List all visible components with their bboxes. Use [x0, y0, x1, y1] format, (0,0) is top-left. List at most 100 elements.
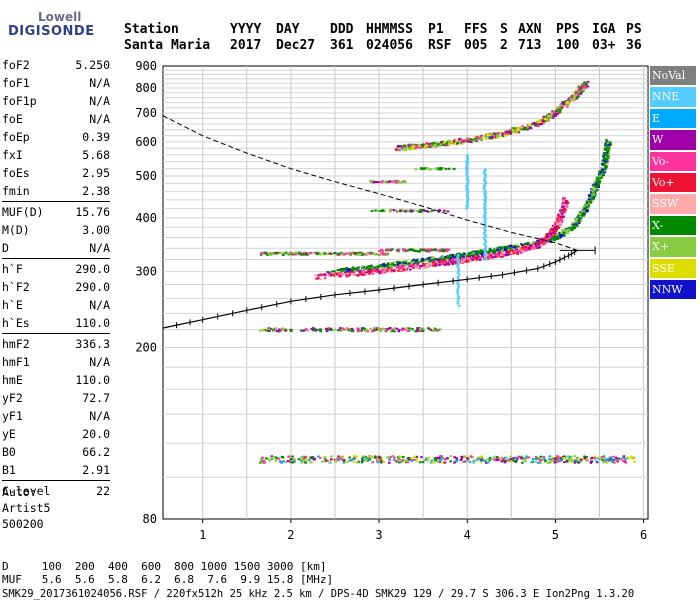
echo-point — [444, 144, 447, 147]
echo-point — [413, 147, 417, 150]
echo-point — [373, 253, 377, 256]
echo-point — [451, 255, 455, 258]
echo-point — [449, 460, 452, 463]
echo-point — [410, 262, 414, 265]
noise-point — [482, 216, 486, 219]
echo-point — [591, 197, 594, 200]
echo-point — [496, 246, 500, 249]
echo-point — [395, 327, 399, 330]
echo-point — [560, 216, 563, 219]
echo-point — [362, 274, 365, 276]
param-name: M(D) — [2, 223, 30, 237]
echo-point — [573, 227, 577, 230]
echo-point — [472, 250, 475, 253]
echo-point — [407, 210, 410, 213]
echo-point — [573, 461, 577, 464]
echo-point — [357, 266, 360, 269]
legend-item-vo: Vo+ — [650, 172, 696, 193]
noise-point — [457, 260, 460, 263]
echo-point — [521, 457, 525, 460]
echo-point — [344, 461, 348, 464]
echo-point — [410, 210, 413, 213]
echo-point — [421, 145, 424, 148]
echo-point — [560, 209, 564, 212]
echo-point — [614, 456, 618, 459]
echo-point — [524, 460, 527, 463]
echo-point — [488, 247, 492, 250]
echo-point — [555, 109, 559, 112]
echo-point — [490, 254, 493, 257]
echo-point — [402, 264, 406, 267]
echo-point — [577, 93, 580, 96]
echo-point — [542, 238, 546, 241]
noise-point — [466, 167, 469, 169]
header-label: YYYY — [230, 22, 262, 37]
echo-point — [438, 328, 442, 331]
echo-point — [478, 458, 482, 461]
echo-point — [365, 456, 368, 459]
header-label: S — [500, 22, 508, 37]
echo-point — [556, 223, 559, 226]
echo-point — [289, 458, 293, 461]
echo-point — [398, 455, 401, 458]
echo-point — [275, 330, 279, 333]
echo-point — [582, 84, 586, 87]
parameter-list: foF2 5.250 foF1 N/A foF1p N/A foE N/A foEp 0.39 fx… — [2, 56, 110, 500]
echo-point — [424, 459, 428, 461]
noise-point — [483, 214, 487, 217]
noise-point — [484, 180, 487, 183]
echo-point — [556, 219, 560, 222]
echo-point — [490, 249, 494, 252]
param-name: B0 — [2, 445, 16, 459]
echo-point — [418, 250, 421, 253]
param-name: MUF(D) — [2, 205, 44, 219]
echo-point — [350, 459, 353, 461]
echo-point — [525, 455, 528, 458]
echo-point — [287, 252, 290, 255]
echo-point — [546, 239, 549, 242]
echo-point — [333, 270, 336, 273]
echo-point — [439, 455, 443, 458]
echo-point — [341, 274, 345, 277]
noise-point — [456, 266, 460, 269]
param-name: yF2 — [2, 391, 23, 405]
echo-point — [416, 250, 420, 253]
echo-point — [434, 264, 438, 267]
echo-point — [261, 456, 264, 459]
echo-point — [366, 330, 370, 333]
echo-point — [586, 80, 590, 83]
echo-point — [429, 329, 433, 332]
echo-point — [574, 94, 578, 97]
echo-point — [401, 181, 405, 184]
noise-point — [482, 206, 486, 209]
echo-point — [465, 259, 469, 262]
echo-point — [391, 330, 395, 333]
echo-point — [536, 457, 540, 460]
echo-point — [520, 455, 524, 458]
echo-point — [352, 455, 356, 458]
echo-point — [289, 252, 293, 255]
echo-point — [560, 214, 563, 217]
echo-point — [558, 109, 562, 112]
header-value: 005 — [464, 38, 488, 53]
echo-point — [508, 246, 511, 249]
echo-point — [443, 140, 447, 143]
echo-point — [577, 221, 581, 224]
header-value: 024056 — [366, 38, 413, 53]
echo-point — [488, 136, 492, 139]
echo-point — [451, 253, 454, 256]
echo-point — [442, 209, 446, 212]
echo-point — [601, 456, 604, 459]
echo-point — [486, 133, 490, 136]
echo-point — [469, 138, 473, 141]
echo-point — [579, 87, 583, 90]
echo-point — [539, 119, 542, 121]
noise-point — [456, 275, 460, 278]
x-tick-label: 5 — [552, 528, 559, 542]
echo-point — [383, 269, 386, 272]
echo-point — [632, 456, 636, 459]
echo-point — [573, 221, 577, 224]
noise-point — [484, 256, 487, 259]
echo-point — [476, 250, 479, 253]
echo-point — [539, 243, 543, 246]
